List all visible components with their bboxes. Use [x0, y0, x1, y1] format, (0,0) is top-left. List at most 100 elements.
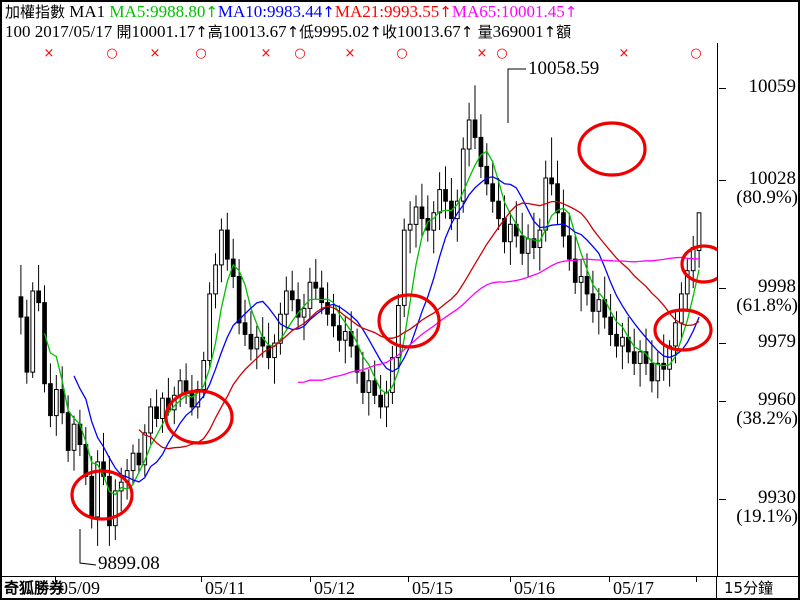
fib-level-label: (80.9%): [736, 187, 798, 208]
date-tick-mark: [55, 577, 56, 582]
close-value: 10013.67: [397, 22, 461, 41]
symbol-name: 加權指數: [5, 3, 66, 21]
ma65-trend-icon: ↑: [564, 3, 578, 21]
low-trend-icon: ↑: [369, 23, 382, 41]
highlight-ellipse: [70, 469, 134, 521]
ma21-trend-icon: ↑: [439, 3, 452, 21]
buy-marker-icon: ○: [294, 46, 305, 61]
date-tick-mark: [696, 577, 697, 582]
ma5-value: 9988.80: [150, 2, 206, 21]
ma21-value: 9993.55: [384, 2, 440, 21]
high-value: 10013.67: [222, 22, 287, 41]
ma-legend-line: 加權指數 MA1 MA5:9988.80↑MA10:9983.44↑MA21:9…: [5, 2, 577, 22]
ma10-trend-icon: ↑: [322, 3, 335, 21]
fib-level-label: (38.2%): [736, 408, 798, 429]
ma5-legend[interactable]: MA5:9988.80: [109, 2, 206, 21]
fib-level-label: (19.1%): [736, 506, 798, 527]
volume-label: 量: [477, 23, 493, 41]
candlestick-series: [18, 85, 702, 546]
ma10-label: MA10: [217, 2, 263, 21]
date-tick-mark: [310, 577, 311, 582]
open-label: 開: [116, 23, 132, 41]
volume-value: 369001: [492, 22, 544, 41]
buy-marker-icon: ○: [195, 46, 206, 61]
date-tick-label: 05/11: [205, 578, 246, 598]
ma21-legend[interactable]: MA21:9993.55: [334, 2, 440, 21]
date-tick-mark: [201, 577, 202, 582]
price-tick-mark: [719, 401, 726, 402]
sell-marker-icon: ×: [261, 46, 272, 61]
price-tick-mark: [719, 88, 726, 89]
period-label: 15分鐘: [724, 579, 774, 597]
price-tick-mark: [719, 288, 726, 289]
buy-marker-icon: ○: [496, 46, 507, 61]
price-tick-label: 9979: [758, 331, 796, 352]
ohlc-quote-line: 100 2017/05/17 開10001.17↑高10013.67↑低9995…: [5, 22, 571, 42]
low-label: 低: [299, 23, 315, 41]
highlight-ellipse: [377, 293, 441, 349]
annotation-leader-lines: [79, 68, 526, 566]
ma65-value: 10001.45: [500, 2, 565, 21]
date-axis[interactable]: 奇狐勝券 15分鐘 05/09 05/11 05/12 05/15 05/16 05/17: [2, 576, 798, 598]
chart-id: MA1: [69, 2, 106, 21]
open-trend-icon: ↑: [195, 23, 208, 41]
high-trend-icon: ↑: [286, 23, 300, 41]
date-tick-label: 05/17: [613, 578, 655, 598]
sell-marker-icon: ×: [44, 46, 55, 61]
sell-marker-icon: ×: [150, 46, 161, 61]
buy-marker-icon: ○: [106, 46, 117, 61]
highlight-ellipse: [164, 389, 234, 445]
date-tick-label: 05/16: [514, 578, 556, 598]
price-chart-canvas[interactable]: × ○ × ○ × ○ × ○ × ○ × ○ 10058.59 9899.08: [4, 43, 718, 576]
price-tick-label: 9998: [758, 276, 796, 297]
highlight-annotations: [70, 121, 717, 521]
price-tick-label: 10059: [748, 76, 797, 97]
price-tick-mark: [719, 499, 726, 500]
highlight-ellipse: [680, 244, 717, 284]
period-low-label: 9899.08: [98, 553, 160, 574]
price-tick-label: 10028: [748, 168, 797, 189]
buy-marker-icon: ○: [396, 46, 407, 61]
ma21-label: MA21: [334, 2, 380, 21]
highlight-ellipse: [577, 121, 647, 177]
ma10-legend[interactable]: MA10:9983.44: [217, 2, 323, 21]
axis-separator: [716, 577, 717, 598]
sell-marker-icon: ×: [345, 46, 356, 61]
price-tick-mark: [719, 343, 726, 344]
date-tick-label: 05/09: [59, 578, 101, 598]
ma5-label: MA5: [109, 2, 146, 21]
date-tick-label: 05/12: [314, 578, 356, 598]
fib-level-label: (61.8%): [736, 295, 798, 316]
price-tick-mark: [719, 180, 726, 181]
volume-trend-icon: ↑: [543, 23, 557, 41]
price-tick-label: 9930: [758, 487, 796, 508]
quote-date: 2017/05/17: [34, 22, 113, 41]
ma65-label: MA65: [451, 2, 497, 21]
price-axis[interactable]: 10059 10028 (80.9%) 9998 (61.8%) 9979 9960 (38.…: [719, 43, 800, 576]
ma65-legend[interactable]: MA65:10001.45: [451, 2, 565, 21]
ma10-line: [73, 176, 700, 483]
brand-watermark: 奇狐勝券: [4, 579, 65, 597]
close-trend-icon: ↑: [460, 23, 474, 41]
sell-marker-icon: ×: [477, 46, 488, 61]
price-tick-label: 9960: [758, 389, 796, 410]
highlight-ellipse: [653, 308, 713, 352]
turnover-label-truncated: 額: [556, 23, 572, 41]
buy-marker-icon: ○: [690, 46, 701, 61]
date-tick-label: 05/15: [412, 578, 454, 598]
low-value: 9995.02: [314, 22, 370, 41]
ma65-line: [298, 256, 700, 383]
high-label: 高: [207, 23, 223, 41]
period-selector[interactable]: 15分鐘: [724, 578, 773, 598]
ma5-trend-icon: ↑: [205, 3, 218, 21]
date-tick-mark: [408, 577, 409, 582]
chart-svg: × ○ × ○ × ○ × ○ × ○ × ○: [18, 46, 717, 566]
date-tick-mark: [510, 577, 511, 582]
scale-value: 100: [5, 22, 31, 41]
date-tick-mark: [609, 577, 610, 582]
ma10-value: 9983.44: [267, 2, 323, 21]
ma21-line: [138, 200, 700, 450]
quote-header: 加權指數 MA1 MA5:9988.80↑MA10:9983.44↑MA21:9…: [2, 2, 798, 43]
period-high-label: 10058.59: [528, 58, 600, 79]
